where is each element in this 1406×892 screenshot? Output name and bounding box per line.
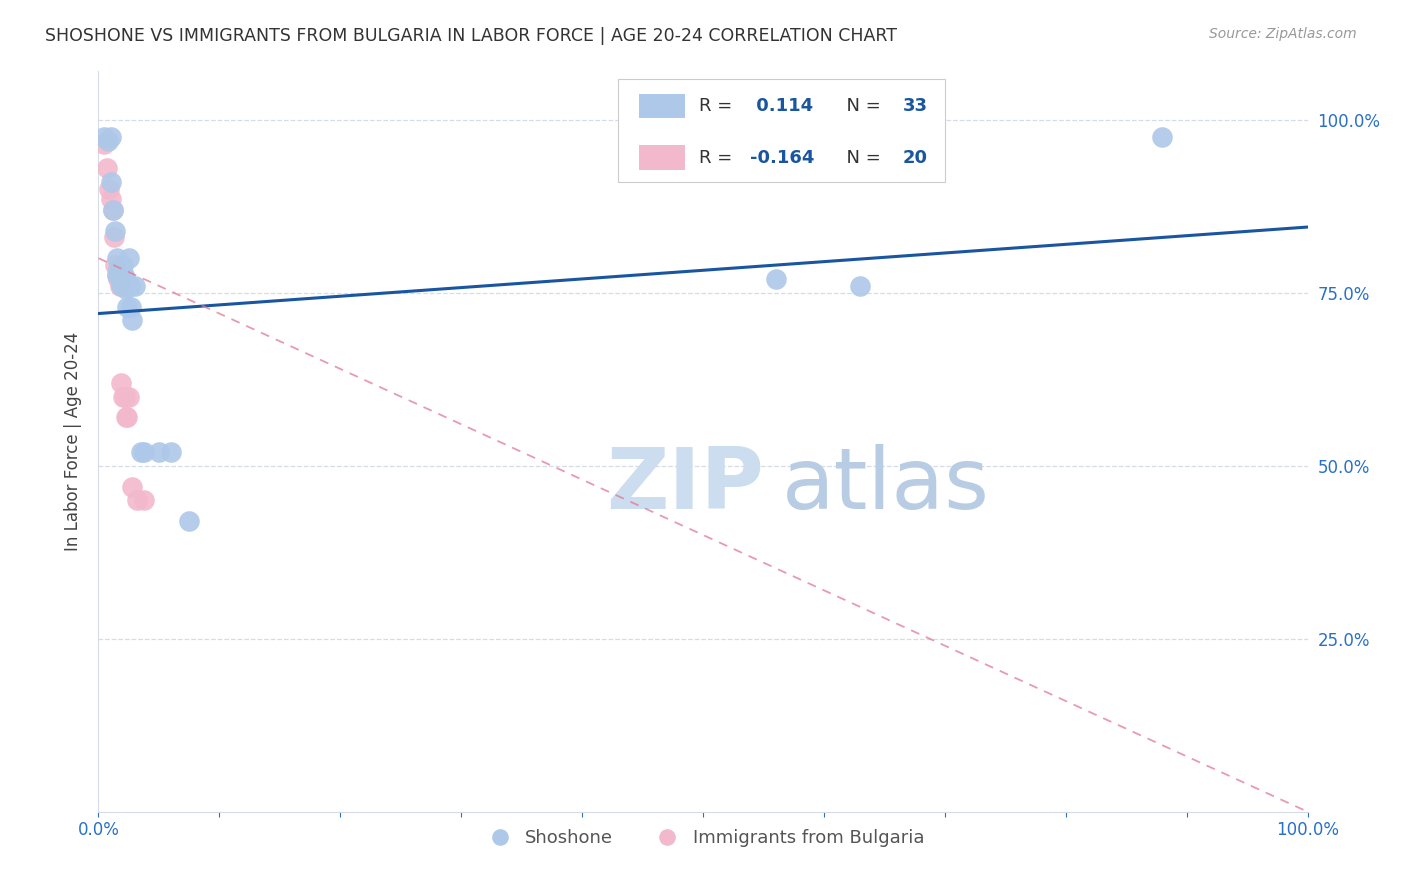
Point <box>134 493 156 508</box>
Point <box>118 251 141 265</box>
Text: 20: 20 <box>903 149 928 167</box>
Point <box>849 278 872 293</box>
Point <box>115 282 138 296</box>
Point <box>108 265 131 279</box>
Point <box>93 130 115 145</box>
Point <box>114 390 136 404</box>
Point <box>114 272 136 286</box>
Point <box>101 202 124 217</box>
Point <box>108 261 131 276</box>
Text: 33: 33 <box>903 97 928 115</box>
Text: 0.114: 0.114 <box>751 97 813 115</box>
Point <box>127 493 149 508</box>
Point <box>117 300 139 314</box>
Point <box>98 182 121 196</box>
Point <box>118 390 141 404</box>
FancyBboxPatch shape <box>619 78 945 183</box>
Point <box>121 479 143 493</box>
Point <box>105 268 128 283</box>
Point <box>111 276 134 290</box>
Point <box>124 278 146 293</box>
Point <box>129 445 152 459</box>
Point <box>120 300 142 314</box>
Point <box>104 258 127 272</box>
Point <box>107 272 129 286</box>
Point <box>118 278 141 293</box>
Point <box>110 278 132 293</box>
FancyBboxPatch shape <box>638 94 685 118</box>
Point <box>112 268 135 283</box>
Point <box>100 193 122 207</box>
Point <box>179 514 201 528</box>
Point <box>110 376 132 390</box>
Point <box>111 390 134 404</box>
Point <box>1152 130 1174 145</box>
Text: Source: ZipAtlas.com: Source: ZipAtlas.com <box>1209 27 1357 41</box>
Point <box>117 410 139 425</box>
Point <box>160 445 183 459</box>
Point <box>134 445 156 459</box>
Point <box>104 223 127 237</box>
Point <box>93 136 115 151</box>
Text: R =: R = <box>699 97 738 115</box>
Point <box>115 410 138 425</box>
Text: -0.164: -0.164 <box>751 149 814 167</box>
Point <box>107 261 129 276</box>
Text: atlas: atlas <box>782 444 990 527</box>
Point <box>97 134 120 148</box>
Point <box>103 230 125 244</box>
Point <box>101 202 124 217</box>
Text: R =: R = <box>699 149 738 167</box>
Point <box>111 258 134 272</box>
Point <box>96 161 118 176</box>
Point <box>108 272 131 286</box>
Text: ZIP: ZIP <box>606 444 763 527</box>
Point <box>100 175 122 189</box>
FancyBboxPatch shape <box>638 145 685 169</box>
Text: SHOSHONE VS IMMIGRANTS FROM BULGARIA IN LABOR FORCE | AGE 20-24 CORRELATION CHAR: SHOSHONE VS IMMIGRANTS FROM BULGARIA IN … <box>45 27 897 45</box>
Y-axis label: In Labor Force | Age 20-24: In Labor Force | Age 20-24 <box>65 332 83 551</box>
Point <box>105 251 128 265</box>
Text: N =: N = <box>835 149 886 167</box>
Point <box>121 313 143 327</box>
Legend: Shoshone, Immigrants from Bulgaria: Shoshone, Immigrants from Bulgaria <box>475 822 931 855</box>
Point <box>108 278 131 293</box>
Point <box>765 272 787 286</box>
Point <box>114 278 136 293</box>
Point <box>148 445 170 459</box>
Text: N =: N = <box>835 97 886 115</box>
Point <box>105 268 128 283</box>
Point <box>108 268 131 283</box>
Point <box>100 130 122 145</box>
